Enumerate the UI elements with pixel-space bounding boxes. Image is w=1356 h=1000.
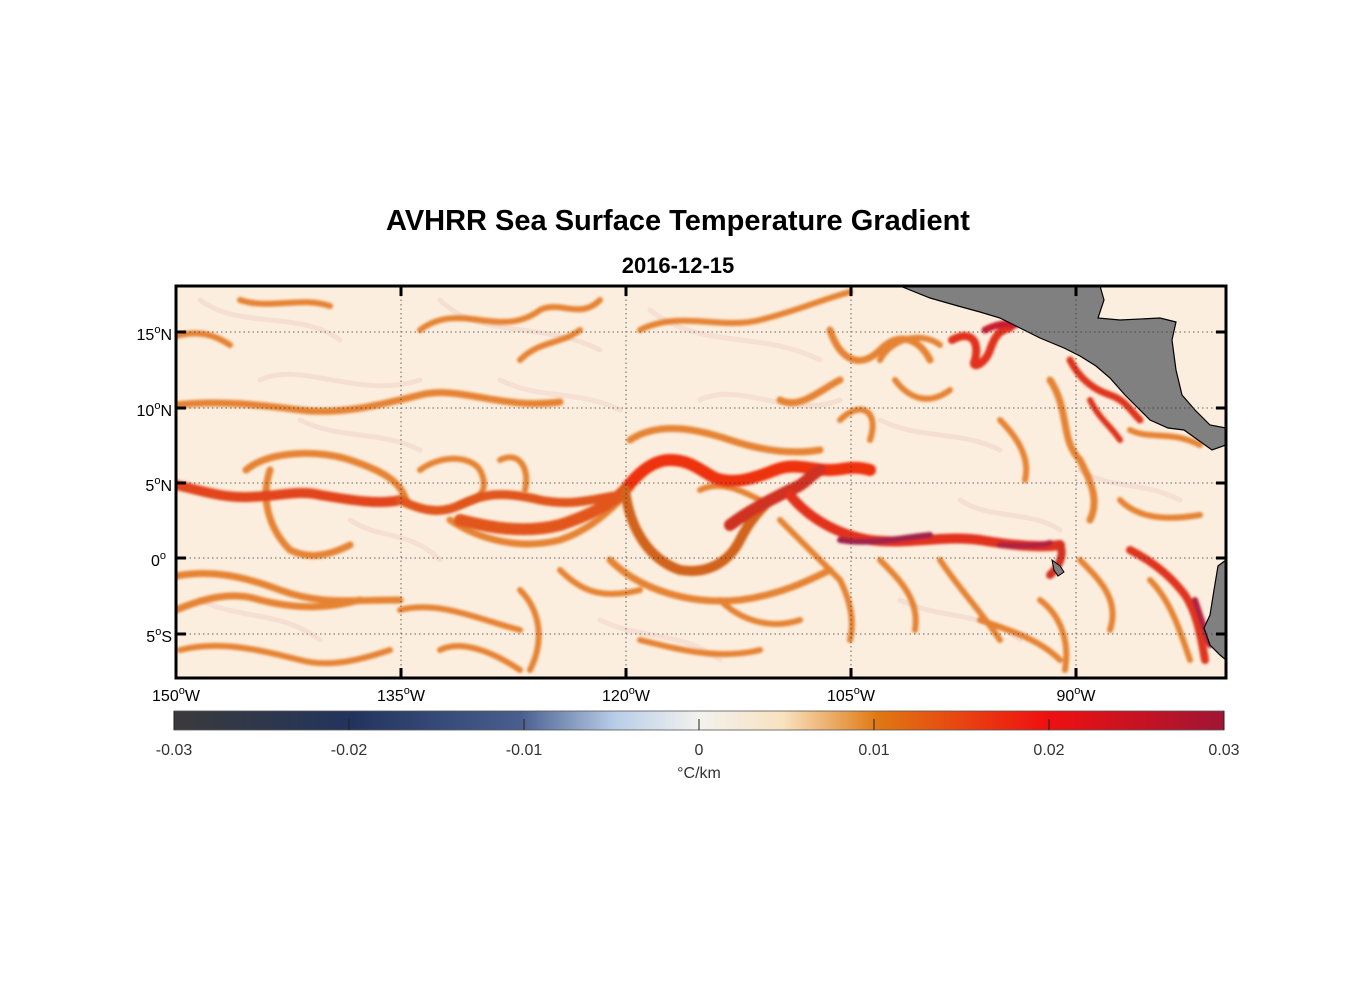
galapagos-islands (1051, 558, 1065, 577)
colorbar-label-m002: -0.02 (331, 742, 368, 759)
lat-label-0: 0o (151, 550, 166, 570)
background-texture (197, 297, 1183, 663)
lat-label-10n: 10oN (137, 400, 172, 420)
chart-title: AVHRR Sea Surface Temperature Gradient (386, 205, 970, 237)
colorbar-label-p002: 0.02 (1033, 742, 1064, 759)
colorbar-unit: °C/km (677, 765, 721, 782)
colorbar-label-m001: -0.01 (506, 742, 543, 759)
colorbar-tick-labels: -0.03 -0.02 -0.01 0 0.01 0.02 0.03 (156, 742, 1240, 759)
lat-tick-labels: 15oN 10oN 5oN 0o 5oS (137, 324, 172, 646)
colorbar-label-0: 0 (695, 742, 704, 759)
lon-tick-labels: 150oW 135oW 120oW 105oW 90oW (152, 685, 1096, 705)
lat-label-15n: 15oN (137, 324, 172, 344)
colorbar-label-m003: -0.03 (156, 742, 193, 759)
weak-fronts (176, 289, 1203, 673)
lon-label-90w: 90oW (1056, 685, 1096, 705)
strong-fronts (176, 320, 1213, 664)
lon-label-105w: 105oW (827, 685, 876, 705)
gradient-field (176, 286, 1226, 678)
colorbar-label-p001: 0.01 (858, 742, 889, 759)
colorbar-label-p003: 0.03 (1208, 742, 1239, 759)
lat-label-5n: 5oN (145, 475, 172, 495)
lon-label-150w: 150oW (152, 685, 201, 705)
lon-label-120w: 120oW (602, 685, 651, 705)
map-ticks (176, 286, 1226, 678)
central-america-land (899, 286, 1226, 451)
chart-subtitle: 2016-12-15 (621, 253, 735, 278)
colorbar-ticks (173, 711, 1225, 730)
lon-label-135w: 135oW (377, 685, 426, 705)
lat-label-5s: 5oS (146, 626, 172, 646)
